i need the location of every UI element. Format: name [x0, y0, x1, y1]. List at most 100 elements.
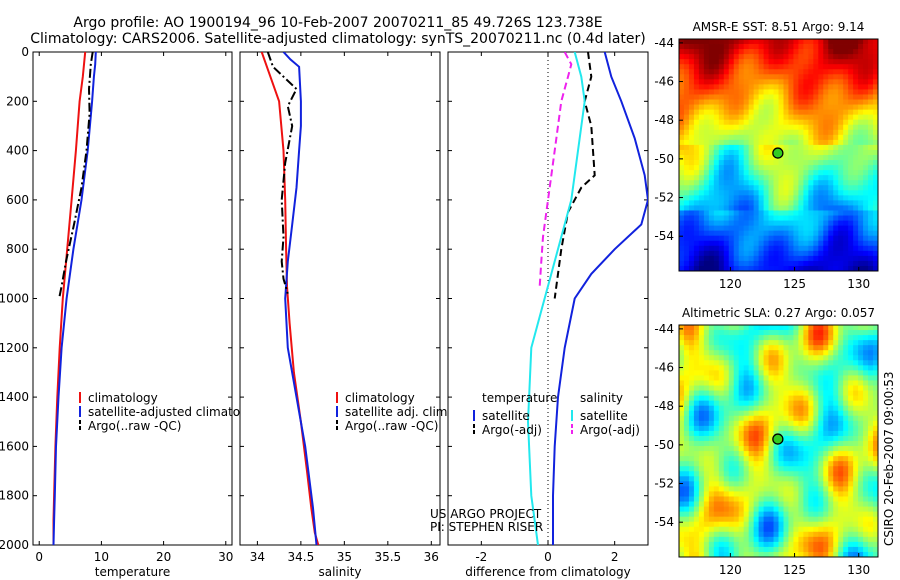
- heatmap-cell: [808, 109, 814, 116]
- heatmap-cell: [723, 521, 730, 528]
- heatmap-cell: [793, 430, 799, 437]
- heatmap-cell: [698, 190, 705, 196]
- heatmap-cell: [783, 516, 789, 523]
- heatmap-cell: [758, 410, 764, 417]
- heatmap-cell: [843, 506, 849, 513]
- heatmap-cell: [753, 195, 760, 201]
- heatmap-cell: [693, 471, 700, 477]
- heatmap-cell: [843, 415, 849, 422]
- heatmap-cell: [773, 461, 779, 467]
- heatmap-cell: [783, 170, 789, 176]
- heatmap-cell: [743, 79, 750, 85]
- heatmap-cell: [828, 64, 834, 70]
- heatmap-cell: [813, 446, 819, 452]
- heatmap-cell: [818, 180, 824, 186]
- heatmap-cell: [708, 521, 715, 528]
- heatmap-cell: [768, 345, 774, 351]
- heatmap-cell: [788, 39, 794, 45]
- heatmap-cell: [718, 415, 725, 422]
- heatmap-cell: [688, 200, 695, 206]
- heatmap-cell: [679, 144, 685, 151]
- x-tick-label: 0: [35, 550, 43, 564]
- heatmap-cell: [763, 54, 769, 60]
- heatmap-cell: [753, 466, 760, 472]
- heatmap-cell: [748, 546, 755, 553]
- heatmap-cell: [753, 180, 760, 186]
- heatmap-cell: [828, 44, 834, 50]
- heatmap-cell: [838, 59, 844, 65]
- heatmap-cell: [863, 160, 869, 166]
- heatmap-cell: [853, 265, 859, 272]
- heatmap-cell: [773, 395, 779, 402]
- heatmap-cell: [738, 119, 745, 126]
- heatmap-cell: [763, 39, 769, 45]
- heatmap-cell: [758, 536, 764, 543]
- heatmap-cell: [803, 114, 809, 121]
- heatmap-cell: [838, 99, 844, 105]
- heatmap-cell: [763, 370, 769, 376]
- heatmap-cell: [688, 84, 695, 90]
- heatmap-cell: [763, 390, 769, 397]
- heatmap-cell: [768, 466, 774, 472]
- heatmap-cell: [743, 435, 750, 442]
- heatmap-cell: [843, 420, 849, 427]
- heatmap-cell: [843, 230, 849, 237]
- heatmap-cell: [803, 385, 809, 391]
- heatmap-cell: [788, 430, 794, 437]
- heatmap-cell: [688, 441, 695, 447]
- heatmap-cell: [868, 441, 874, 447]
- heatmap-cell: [818, 225, 824, 232]
- heatmap-cell: [843, 511, 849, 518]
- heatmap-cell: [783, 134, 789, 141]
- heatmap-cell: [758, 170, 764, 176]
- heatmap-cell: [703, 541, 710, 548]
- heatmap-cell: [708, 74, 715, 80]
- heatmap-cell: [768, 420, 774, 427]
- heatmap-cell: [758, 240, 764, 247]
- heatmap-cell: [873, 240, 879, 247]
- heatmap-cell: [758, 114, 764, 121]
- heatmap-cell: [798, 165, 804, 171]
- heatmap-cell: [833, 390, 839, 397]
- heatmap-cell: [688, 180, 695, 186]
- heatmap-cell: [713, 395, 720, 402]
- heatmap-cell: [688, 225, 695, 232]
- heatmap-cell: [828, 481, 834, 487]
- heatmap-cell: [718, 501, 725, 507]
- heatmap-cell: [868, 175, 874, 181]
- heatmap-cell: [718, 54, 725, 60]
- heatmap-cell: [833, 215, 839, 221]
- heatmap-cell: [873, 210, 879, 216]
- heatmap-cell: [738, 210, 745, 216]
- heatmap-cell: [738, 200, 745, 206]
- heatmap-cell: [843, 94, 849, 100]
- heatmap-cell: [703, 350, 710, 356]
- heatmap-cell: [713, 355, 720, 361]
- heatmap-cell: [733, 195, 740, 201]
- heatmap-cell: [773, 119, 779, 126]
- heatmap-cell: [873, 109, 879, 116]
- heatmap-cell: [698, 546, 705, 553]
- heatmap-cell: [803, 546, 809, 553]
- heatmap-cell: [713, 175, 720, 181]
- heatmap-cell: [763, 541, 769, 548]
- heatmap-cell: [753, 84, 760, 90]
- heatmap-cell: [863, 139, 869, 146]
- heatmap-cell: [798, 400, 804, 407]
- heatmap-cell: [723, 370, 730, 376]
- heatmap-cell: [778, 64, 784, 70]
- heatmap-cell: [838, 250, 844, 257]
- heatmap-cell: [793, 64, 799, 70]
- heatmap-cell: [768, 155, 774, 161]
- heatmap-cell: [708, 420, 715, 427]
- heatmap-cell: [728, 511, 735, 518]
- heatmap-cell: [748, 486, 755, 492]
- heatmap-cell: [723, 195, 730, 201]
- heatmap-cell: [848, 350, 854, 356]
- heatmap-cell: [778, 230, 784, 237]
- heatmap-cell: [798, 340, 804, 346]
- heatmap-cell: [733, 94, 740, 100]
- heatmap-cell: [698, 425, 705, 432]
- heatmap-cell: [693, 365, 700, 371]
- heatmap-cell: [768, 390, 774, 397]
